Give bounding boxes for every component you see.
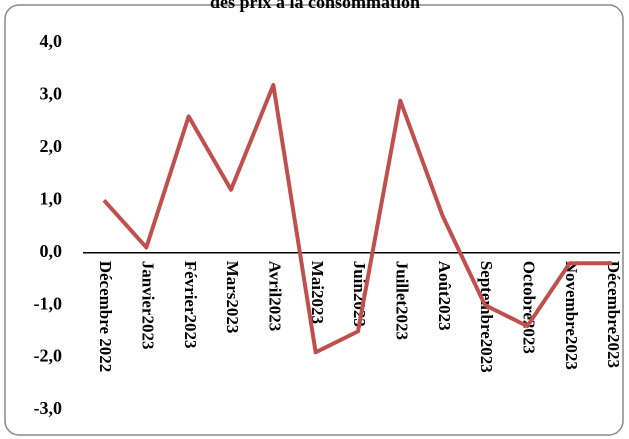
x-tick-label: Décembre2023 xyxy=(604,261,623,368)
x-tick-label: Janvier2023 xyxy=(138,261,157,350)
chart-frame xyxy=(4,4,624,436)
x-tick-label: Septembre2023 xyxy=(477,261,496,373)
x-tick-label: Février2023 xyxy=(181,261,200,349)
y-tick-label: 2,0 xyxy=(40,136,63,156)
y-tick-label: -2,0 xyxy=(34,346,63,366)
y-tick-label: 0,0 xyxy=(40,241,63,261)
x-tick-label: Novembre2023 xyxy=(562,261,581,370)
x-tick-label: Décembre 2022 xyxy=(96,261,115,373)
line-series xyxy=(102,82,612,355)
x-tick-label: Juillet2023 xyxy=(392,261,411,340)
x-tick-label: Octobre2023 xyxy=(519,261,538,354)
y-tick-label: -3,0 xyxy=(34,398,63,418)
x-tick-label: Avril2023 xyxy=(265,261,284,332)
y-tick-label: -1,0 xyxy=(34,293,63,313)
y-tick-label: 1,0 xyxy=(40,188,63,208)
x-tick-label: Mars2023 xyxy=(223,261,242,334)
x-tick-label: Août2023 xyxy=(435,261,454,331)
y-tick-label: 3,0 xyxy=(40,84,63,104)
x-tick-label: Juin2023 xyxy=(350,261,369,327)
chart-title: des prix à la consommation xyxy=(210,0,420,12)
y-tick-label: 4,0 xyxy=(40,31,63,51)
x-tick-label: Mai2023 xyxy=(308,261,327,324)
